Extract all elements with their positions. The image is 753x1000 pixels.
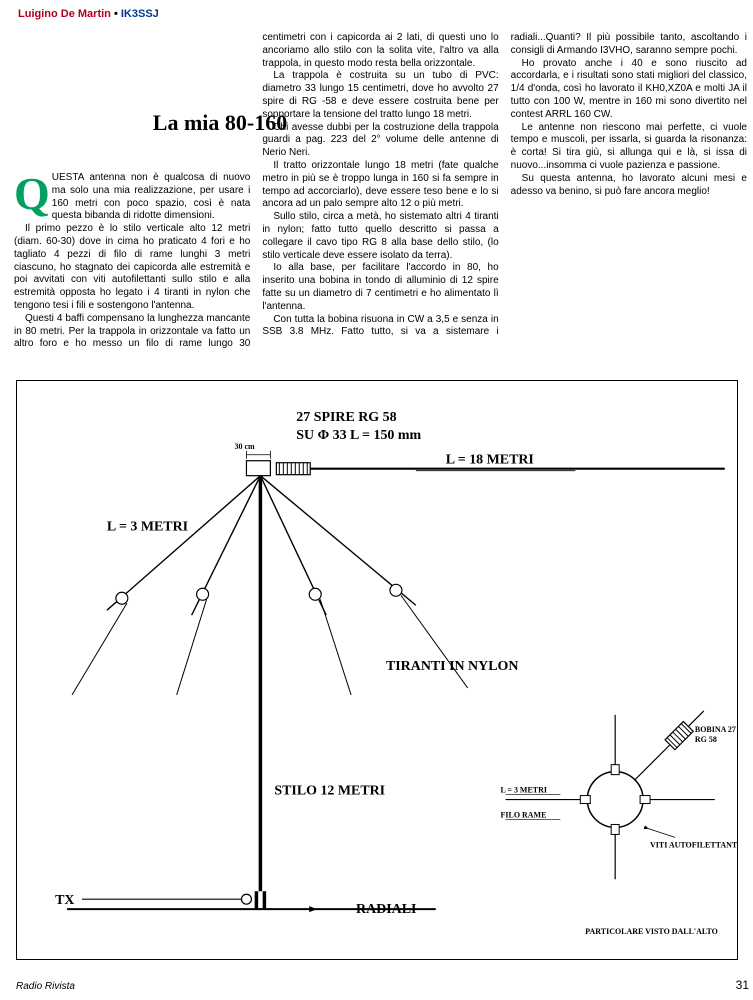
label-detail-bobina1: BOBINA 27 SPIRE (695, 725, 737, 734)
label-tiranti: TIRANTI IN NYLON (386, 659, 518, 674)
antenna-diagram: TX STILO 12 METRI RADIALI 30 cm (16, 380, 738, 960)
byline: Luigino De Martin • IK3SSJ (18, 8, 159, 20)
label-tx: TX (55, 893, 74, 908)
label-trap-line1: 27 SPIRE RG 58 (296, 410, 396, 425)
dropcap-icon: Q (14, 172, 52, 213)
footer-page-number: 31 (736, 978, 749, 992)
label-detail-l3: L = 3 METRI (501, 786, 547, 795)
paragraph-10: Ho provato anche i 40 e sono riuscito ad… (511, 58, 747, 122)
label-l18: L = 18 METRI (446, 453, 534, 468)
label-radiali: RADIALI (356, 902, 416, 917)
paragraph-7: Sullo stilo, circa a metà, ho sistemato … (262, 211, 498, 262)
author-name: Luigino De Martin (18, 8, 111, 20)
diagram-svg: TX STILO 12 METRI RADIALI 30 cm (17, 381, 737, 959)
author-callsign: IK3SSJ (121, 8, 159, 20)
paragraph-6: Il tratto orizzontale lungo 18 metri (fa… (262, 160, 498, 211)
label-l3: L = 3 METRI (107, 519, 188, 534)
paragraph-11: Le antenne non riescono mai perfette, ci… (511, 122, 747, 173)
label-30cm: 30 cm (234, 442, 254, 451)
detail-top-view: L = 3 METRI FILO RAME VITI AUTOFILETTANT… (501, 706, 737, 936)
footer-magazine: Radio Rivista (16, 981, 75, 992)
label-detail-viti: VITI AUTOFILETTANTI (650, 840, 737, 849)
paragraph-1: QUESTA antenna non è qualcosa di nuovo m… (14, 172, 250, 223)
label-stilo: STILO 12 METRI (274, 784, 385, 799)
byline-sep: • (111, 8, 121, 20)
paragraph-5: Chi avesse dubbi per la costruzione dell… (262, 122, 498, 160)
label-trap-line2: SU Φ 33 L = 150 mm (296, 428, 421, 443)
paragraph-4: La trappola è costruita su un tubo di PV… (262, 70, 498, 121)
label-detail-filo: FILO RAME (501, 810, 547, 819)
article-body: QUESTA antenna non è qualcosa di nuovo m… (14, 32, 747, 362)
p1-text: UESTA antenna non è qualcosa di nuovo ma… (52, 172, 251, 221)
paragraph-8: Io alla base, per facilitare l'accordo i… (262, 262, 498, 313)
paragraph-2: Il primo pezzo è lo stilo verticale alto… (14, 223, 250, 313)
paragraph-12: Su questa antenna, ho lavorato alcuni me… (511, 173, 747, 199)
label-detail-bobina2: RG 58 (695, 735, 717, 744)
label-detail-caption: PARTICOLARE VISTO DALL'ALTO (585, 927, 718, 936)
trap-icon (276, 463, 310, 475)
